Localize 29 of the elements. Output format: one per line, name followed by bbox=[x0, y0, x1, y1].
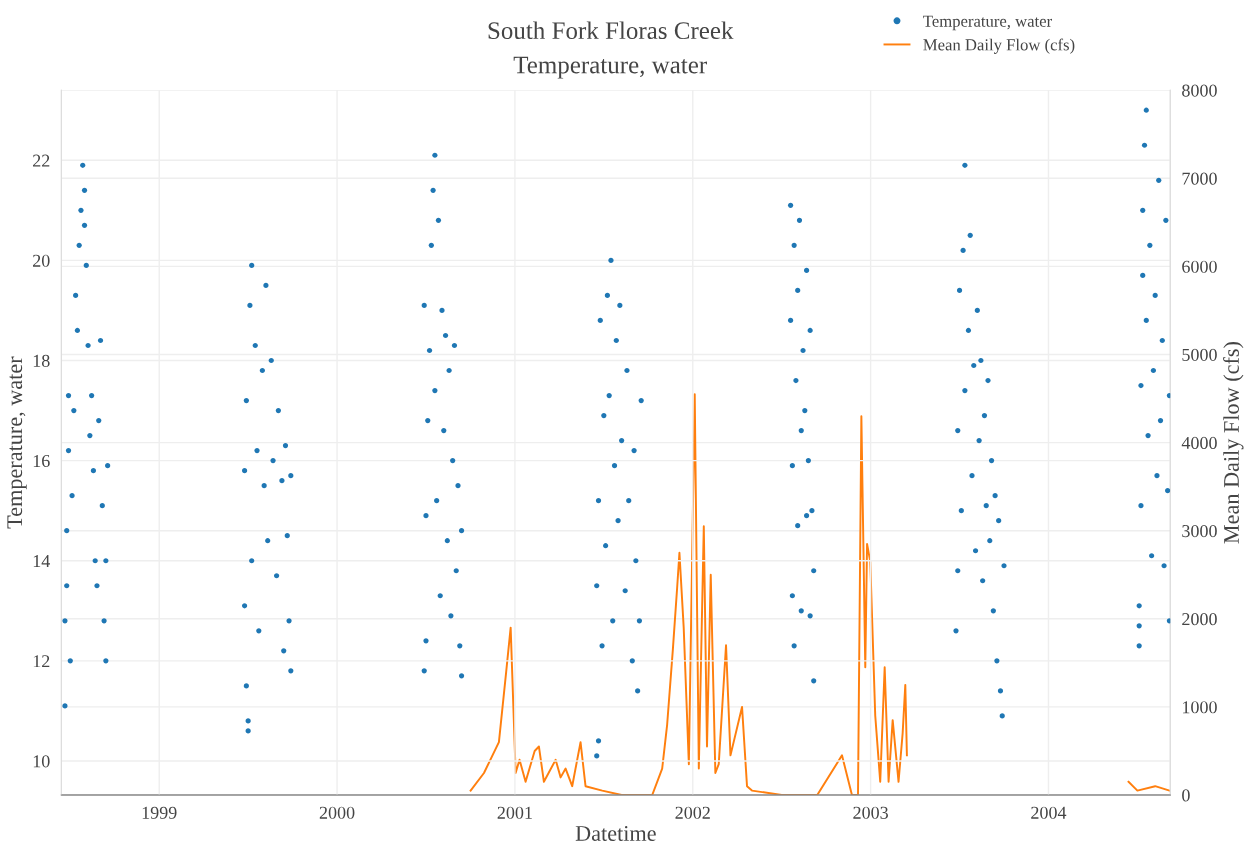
x-tick-label: 2000 bbox=[319, 806, 355, 819]
x-tick-label: 1999 bbox=[142, 806, 177, 819]
y2-tick-label: 8000 bbox=[1182, 84, 1217, 97]
y-tick-label: 22 bbox=[33, 154, 50, 167]
x-axis-title: Datetime bbox=[575, 825, 656, 841]
y2-tick-label: 2000 bbox=[1182, 613, 1217, 626]
y2-tick-label: 6000 bbox=[1182, 260, 1217, 273]
x-tick-label: 2003 bbox=[853, 806, 888, 819]
y-tick-label: 16 bbox=[33, 454, 50, 468]
chart-title: South Fork Floras Creek bbox=[488, 21, 734, 40]
legend-label: Mean Daily Flow (cfs) bbox=[923, 38, 1075, 54]
legend-label: Temperature, water bbox=[923, 15, 1052, 31]
y2-tick-label: 7000 bbox=[1182, 172, 1217, 185]
y-tick-label: 10 bbox=[33, 755, 50, 768]
y2-axis-title: Mean Daily Flow (cfs) bbox=[1223, 342, 1244, 544]
y-tick-label: 12 bbox=[33, 655, 50, 668]
y-tick-label: 14 bbox=[33, 555, 50, 567]
y2-tick-label: 5000 bbox=[1182, 348, 1217, 361]
x-tick-label: 2002 bbox=[675, 806, 710, 819]
y-axis-title: Temperature, water bbox=[7, 356, 27, 529]
y2-tick-label: 4000 bbox=[1181, 436, 1217, 450]
y-tick-label: 20 bbox=[33, 254, 50, 267]
chart-subtitle: Temperature, water bbox=[513, 56, 707, 79]
y-tick-label: 18 bbox=[33, 354, 50, 367]
y2-tick-label: 3000 bbox=[1182, 524, 1217, 538]
y2-tick-label: 0 bbox=[1182, 789, 1190, 802]
x-tick-label: 2004 bbox=[1031, 806, 1067, 819]
y2-tick-label: 1000 bbox=[1183, 701, 1217, 714]
x-tick-label: 2001 bbox=[497, 806, 532, 819]
